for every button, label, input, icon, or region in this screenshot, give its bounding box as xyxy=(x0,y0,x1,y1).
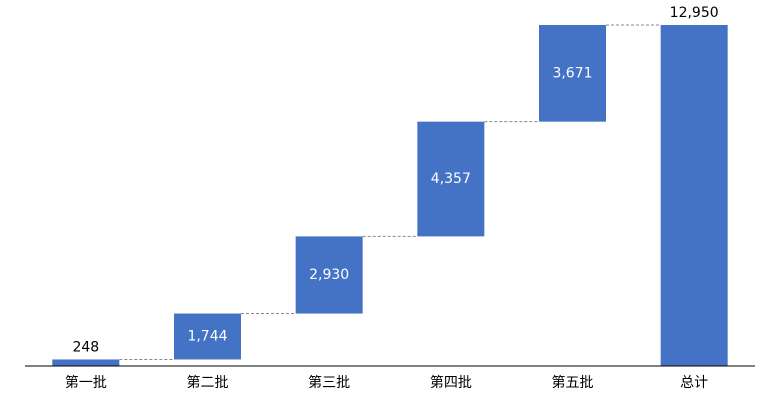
data-label: 2,930 xyxy=(309,267,349,283)
x-tick-label: 第三批 xyxy=(308,374,350,391)
data-label: 4,357 xyxy=(431,171,471,187)
bar xyxy=(539,25,606,122)
bar xyxy=(52,359,120,366)
x-tick-label: 总计 xyxy=(680,375,708,391)
bar xyxy=(660,25,728,366)
x-tick-label: 第一批 xyxy=(65,374,107,391)
data-label: 12,950 xyxy=(670,5,719,21)
data-label: 248 xyxy=(72,339,99,355)
bar xyxy=(295,236,363,314)
bar xyxy=(417,121,485,237)
x-tick-label: 第二批 xyxy=(187,374,229,391)
x-tick-label: 第五批 xyxy=(552,374,594,391)
data-label: 3,671 xyxy=(552,65,592,81)
bar xyxy=(174,313,241,360)
x-tick-label: 第四批 xyxy=(430,374,472,391)
data-label: 1,744 xyxy=(187,329,227,345)
